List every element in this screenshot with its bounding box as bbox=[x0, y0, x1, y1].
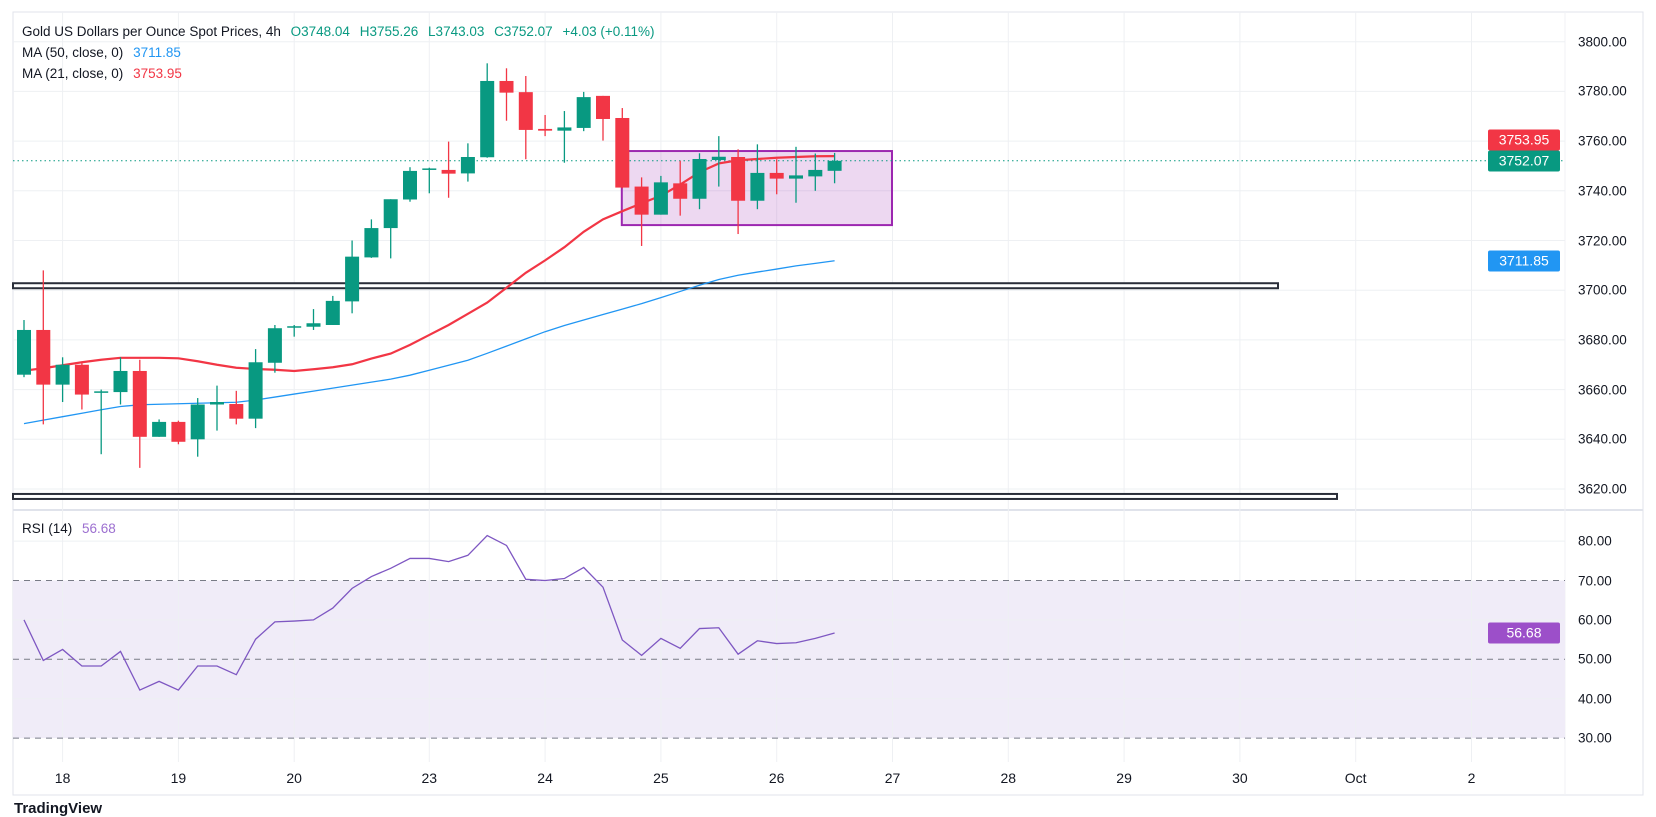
high-value: H3755.26 bbox=[359, 24, 419, 39]
bullish-candle bbox=[827, 160, 842, 171]
rsi-tick-label: 40.00 bbox=[1578, 691, 1612, 707]
horizontal-level-line bbox=[12, 492, 1338, 500]
bullish-candle bbox=[17, 329, 31, 375]
symbol-title: Gold US Dollars per Ounce Spot Prices, 4… bbox=[22, 24, 281, 39]
rsi-line bbox=[23, 534, 835, 691]
ma50-price-tag: 3711.85 bbox=[1488, 250, 1560, 272]
bullish-candle bbox=[750, 172, 765, 201]
price-tick-label: 3800.00 bbox=[1578, 34, 1627, 50]
date-label: Oct bbox=[1344, 770, 1367, 786]
rsi-legend[interactable]: RSI (14) 56.68 bbox=[22, 521, 122, 536]
price-tick-label: 3620.00 bbox=[1578, 481, 1627, 497]
bullish-candle bbox=[210, 402, 224, 405]
bearish-candle bbox=[499, 80, 514, 93]
bullish-candle bbox=[692, 158, 707, 199]
bullish-candle bbox=[152, 421, 167, 437]
bearish-candle bbox=[731, 157, 746, 201]
date-label: 2 bbox=[1467, 770, 1476, 786]
bearish-candle bbox=[229, 404, 244, 419]
bullish-candle bbox=[576, 97, 591, 128]
bearish-candle bbox=[171, 421, 186, 442]
ma21-price-tag: 3753.95 bbox=[1488, 129, 1560, 151]
date-label: 18 bbox=[54, 770, 71, 786]
close-value: C3752.07 bbox=[494, 24, 553, 39]
price-tick-label: 3720.00 bbox=[1578, 233, 1627, 248]
ma50-value: 3711.85 bbox=[133, 45, 181, 60]
bearish-candle bbox=[673, 183, 688, 199]
bullish-candle bbox=[94, 391, 109, 393]
bullish-candle bbox=[345, 256, 360, 302]
rsi-value-tag: 56.68 bbox=[1488, 622, 1560, 644]
date-label: 29 bbox=[1116, 770, 1132, 786]
last-price-tag: 3752.07 bbox=[1488, 150, 1560, 172]
bearish-candle bbox=[518, 92, 533, 130]
bullish-candle bbox=[403, 170, 417, 200]
bullish-candle bbox=[113, 370, 128, 393]
date-label: 26 bbox=[768, 770, 785, 786]
bearish-candle bbox=[74, 364, 89, 395]
date-label: 25 bbox=[653, 770, 669, 786]
change-value: +4.03 (+0.11%) bbox=[562, 24, 655, 39]
ma50-line bbox=[23, 260, 835, 425]
rsi-tick-label: 80.00 bbox=[1578, 533, 1612, 549]
bullish-candle bbox=[789, 175, 803, 179]
price-tick-label: 3700.00 bbox=[1578, 282, 1627, 298]
bearish-candle bbox=[769, 172, 784, 179]
bearish-candle bbox=[36, 329, 51, 385]
bullish-candle bbox=[364, 228, 379, 258]
bullish-candle bbox=[190, 404, 205, 440]
bullish-candle bbox=[422, 168, 437, 170]
ma21-label: MA (21, close, 0) bbox=[22, 66, 124, 81]
price-tick-label: 3640.00 bbox=[1578, 431, 1627, 447]
rsi-tick-label: 50.00 bbox=[1578, 651, 1612, 667]
bearish-candle bbox=[634, 186, 649, 215]
ma50-label: MA (50, close, 0) bbox=[22, 45, 124, 60]
rsi-tick-label: 60.00 bbox=[1578, 612, 1612, 628]
price-tick-label: 3740.00 bbox=[1578, 183, 1627, 199]
bullish-candle bbox=[306, 323, 321, 327]
rsi-label: RSI (14) bbox=[22, 521, 73, 536]
date-label: 30 bbox=[1232, 770, 1248, 786]
date-label: 20 bbox=[286, 770, 302, 786]
bullish-candle bbox=[248, 362, 263, 419]
bearish-candle bbox=[441, 169, 456, 174]
rsi-tick-label: 30.00 bbox=[1578, 730, 1612, 746]
bearish-candle bbox=[615, 117, 630, 188]
bearish-candle bbox=[538, 128, 553, 131]
symbol-legend: Gold US Dollars per Ounce Spot Prices, 4… bbox=[22, 24, 661, 39]
date-label: 19 bbox=[170, 770, 187, 786]
date-label: 24 bbox=[537, 770, 553, 786]
bullish-candle bbox=[557, 127, 572, 131]
price-tick-label: 3780.00 bbox=[1578, 83, 1627, 99]
rsi-tick-label: 70.00 bbox=[1578, 573, 1612, 588]
date-label: 23 bbox=[421, 770, 438, 786]
bullish-candle bbox=[480, 80, 495, 158]
bullish-candle bbox=[55, 364, 70, 385]
price-tick-label: 3680.00 bbox=[1578, 332, 1627, 348]
bullish-candle bbox=[383, 199, 398, 229]
price-tick-label: 3660.00 bbox=[1578, 382, 1627, 398]
date-label: 27 bbox=[884, 770, 901, 786]
bullish-candle bbox=[267, 328, 282, 363]
bullish-candle bbox=[287, 326, 302, 328]
bullish-candle bbox=[325, 300, 340, 325]
bearish-candle bbox=[596, 95, 610, 119]
ma21-legend[interactable]: MA (21, close, 0) 3753.95 bbox=[22, 66, 188, 81]
bullish-candle bbox=[808, 169, 823, 177]
rsi-value: 56.68 bbox=[82, 521, 116, 536]
brand-text: TradingView bbox=[14, 800, 103, 817]
open-value: O3748.04 bbox=[290, 24, 350, 39]
date-label: 28 bbox=[1000, 770, 1017, 786]
bullish-candle bbox=[711, 156, 726, 160]
price-tick-label: 3760.00 bbox=[1578, 133, 1627, 149]
ma50-legend[interactable]: MA (50, close, 0) 3711.85 bbox=[22, 45, 187, 60]
bullish-candle bbox=[653, 182, 668, 215]
low-value: L3743.03 bbox=[428, 24, 485, 39]
ma21-value: 3753.95 bbox=[133, 66, 182, 81]
horizontal-level-line bbox=[12, 282, 1279, 290]
bullish-candle bbox=[460, 157, 475, 174]
bearish-candle bbox=[132, 370, 147, 437]
tradingview-logo[interactable]: TradingView bbox=[14, 800, 102, 817]
